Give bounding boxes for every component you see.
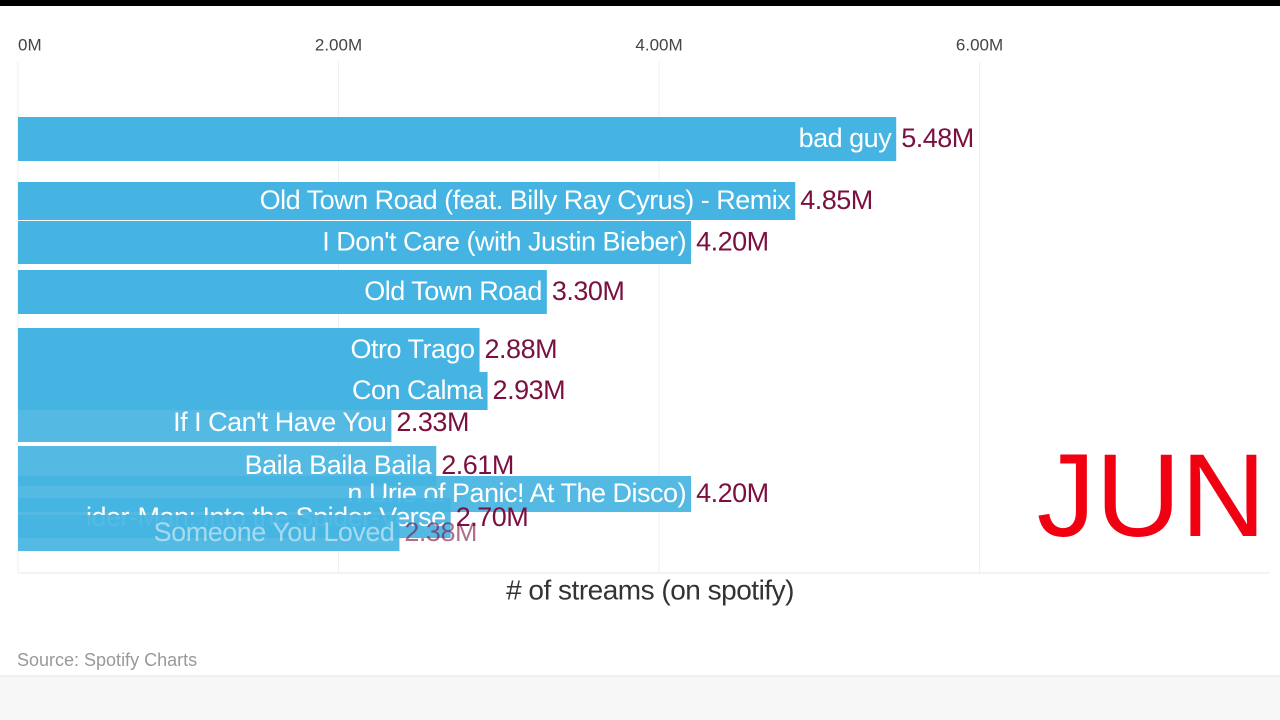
value-label: 2.33M <box>396 407 469 437</box>
value-label: 4.20M <box>696 478 769 508</box>
value-label: 3.30M <box>552 276 625 306</box>
bar <box>18 328 480 372</box>
value-label: 4.85M <box>800 185 873 215</box>
bars: bad guy 5.48M Old Town Road (feat. Billy R… <box>18 117 974 551</box>
x-tick-label: 2.00M <box>315 35 362 54</box>
footer-band <box>0 676 1280 720</box>
value-label: 4.20M <box>696 227 769 257</box>
value-label: 2.38M <box>404 517 477 547</box>
x-tick-label: 6.00M <box>956 35 1003 54</box>
bar-label: Someone You Loved <box>154 517 395 547</box>
x-tick-label: 0M <box>18 35 42 54</box>
value-label: 5.48M <box>901 123 974 153</box>
value-label: 2.70M <box>456 502 529 532</box>
x-axis-label: # of streams (on spotify) <box>506 574 794 605</box>
source: Source: Spotify Charts <box>17 650 197 670</box>
top-bar <box>0 0 1280 6</box>
bar <box>18 117 897 161</box>
bar-label: Otro Trago <box>350 334 474 364</box>
bar <box>18 182 796 220</box>
bar <box>18 404 392 442</box>
value-label: 2.93M <box>493 375 566 405</box>
bar-label: Baila Baila Baila <box>245 450 433 480</box>
bar-label: Con Calma <box>352 375 484 405</box>
bar-label: bad guy <box>799 123 893 153</box>
value-label: 2.88M <box>485 334 558 364</box>
bar-label: If I Can't Have You <box>173 407 386 437</box>
bar-label: Old Town Road <box>364 276 542 306</box>
bar <box>18 372 488 410</box>
bar-label: Old Town Road (feat. Billy Ray Cyrus) - … <box>260 185 792 215</box>
bar <box>18 515 400 551</box>
period-label: JUN <box>1037 430 1266 562</box>
bar <box>18 270 547 314</box>
bar <box>18 221 692 264</box>
bar-label: I Don't Care (with Justin Bieber) <box>322 227 686 257</box>
value-label: 2.61M <box>441 450 514 480</box>
x-tick-label: 4.00M <box>635 35 682 54</box>
